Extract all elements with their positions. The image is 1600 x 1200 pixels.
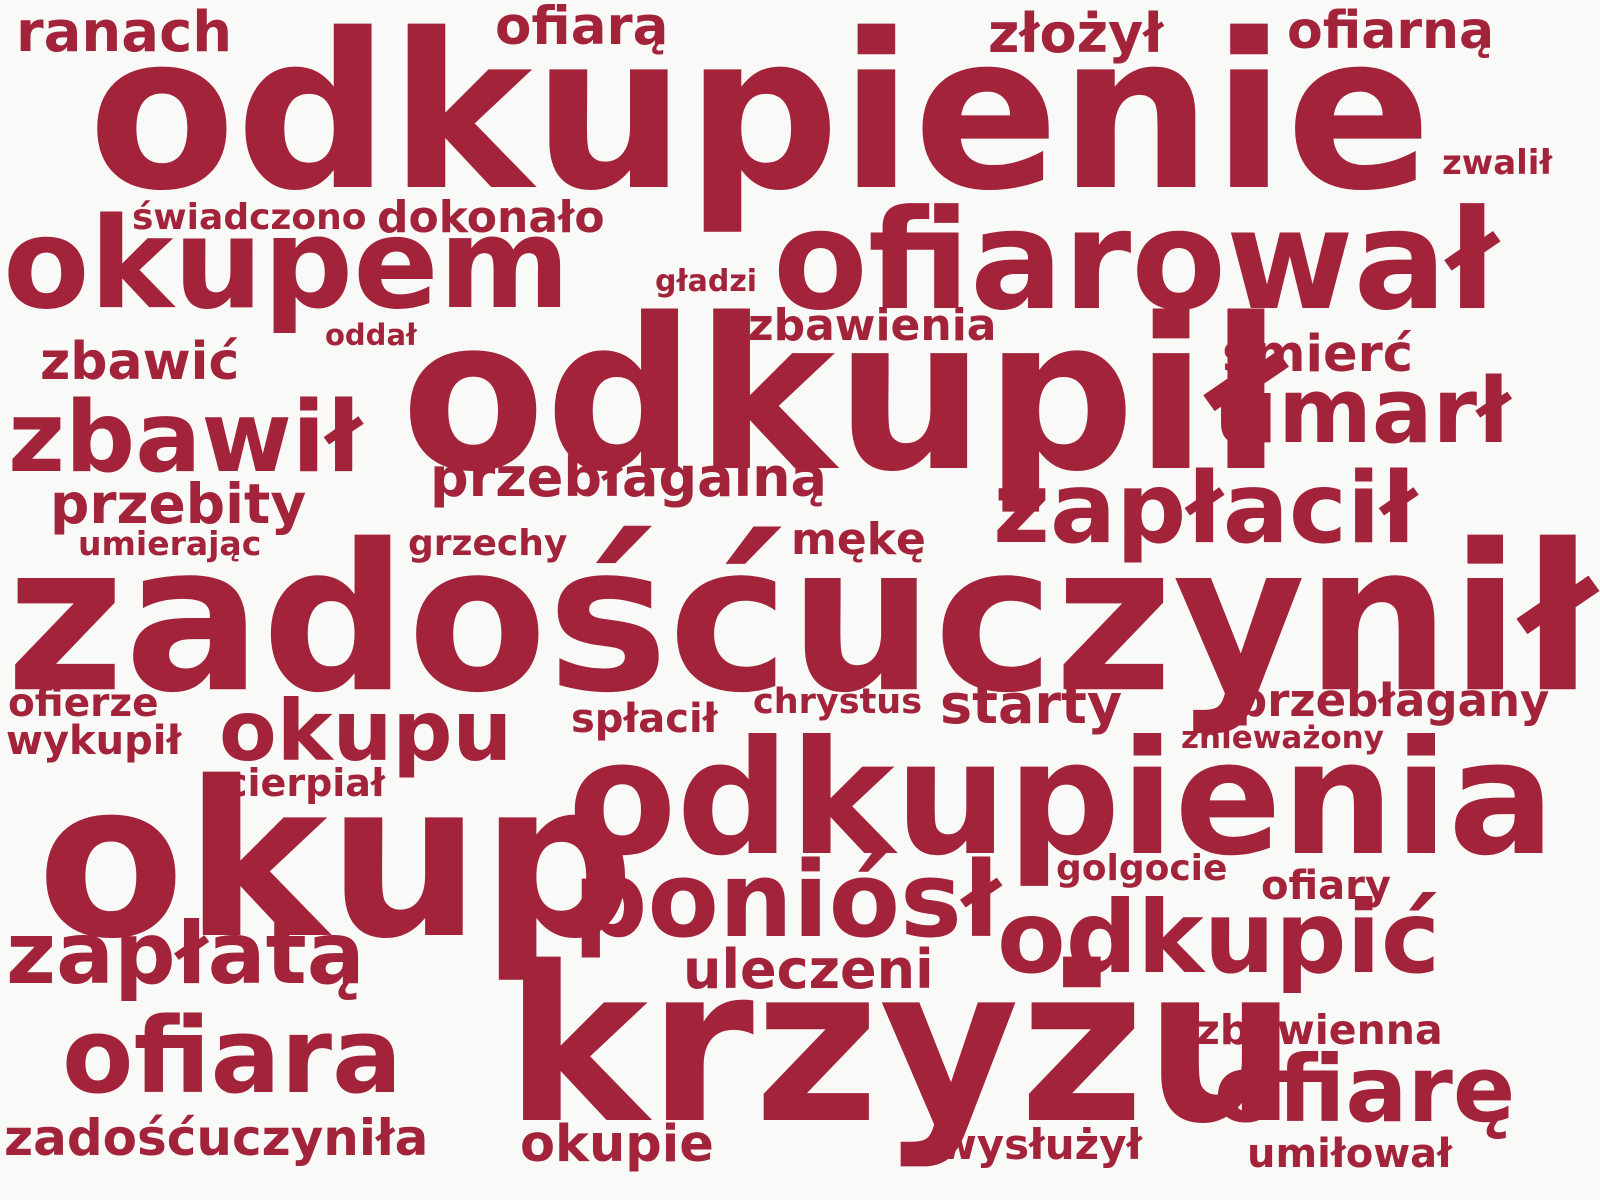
word-oddal: oddał: [325, 318, 417, 352]
word-zbawil: zbawił: [8, 381, 362, 495]
word-starty: starty: [940, 673, 1123, 736]
word-przeblagany: przebłagany: [1235, 674, 1550, 727]
word-zlozyl: złożył: [988, 2, 1164, 65]
word-okup: okup: [37, 735, 635, 986]
word-splacil: spłacił: [571, 696, 718, 742]
word-ofiarna: ofiarną: [1287, 1, 1495, 61]
word-zadoscuczynila: zadośćuczyniła: [4, 1109, 429, 1167]
word-ofierze: ofierze: [8, 681, 159, 726]
word-odkupienie: odkupienie: [88, 0, 1432, 238]
word-gladzi: gładzi: [655, 264, 758, 299]
word-przebity: przebity: [50, 472, 307, 536]
word-umarl: umarł: [1214, 359, 1511, 464]
word-krzyzu: krzyżu: [505, 920, 1298, 1171]
word-odkupienia: odkupienia: [568, 707, 1555, 891]
word-smierc: śmierć: [1222, 325, 1413, 384]
word-ofiara: ofiara: [62, 995, 403, 1117]
word-ofiarowal: ofiarował: [773, 180, 1498, 341]
word-ranach: ranach: [16, 0, 233, 65]
word-zbawic: zbawić: [40, 332, 240, 392]
word-wysluzyl: wysłużył: [938, 1120, 1143, 1169]
word-okupie: okupie: [520, 1115, 714, 1174]
word-zwalil: zwalił: [1442, 143, 1553, 183]
word-golgocie: golgocie: [1056, 848, 1228, 889]
word-uleczeni: uleczeni: [683, 938, 934, 1001]
word-przeblagalna: przebłagalną: [430, 446, 827, 509]
word-zaplacil: zapłacił: [993, 452, 1417, 566]
word-odkupil: odkupił: [401, 273, 1285, 518]
word-okupu: okupu: [219, 682, 513, 780]
word-grzechy: grzechy: [408, 523, 568, 564]
word-okupem: okupem: [3, 190, 570, 337]
word-ofiary: ofiary: [1261, 863, 1391, 909]
word-meke: mękę: [791, 514, 926, 565]
word-umilowal: umiłował: [1247, 1131, 1452, 1177]
word-chrystus: chrystus: [753, 682, 923, 722]
word-dokonalo: dokonało: [377, 192, 605, 243]
word-zniewazony: znieważony: [1181, 720, 1384, 756]
word-zaplata: zapłatą: [6, 904, 365, 1004]
word-swiadczono: świadczono: [132, 197, 367, 238]
word-odkupic: odkupić: [997, 879, 1441, 996]
word-ofiare: ofiarę: [1214, 1036, 1516, 1143]
word-zbawienna: zbawienna: [1196, 1006, 1443, 1054]
word-wykupil: wykupił: [6, 718, 182, 764]
word-cierpial: cierpiał: [225, 761, 386, 805]
word-zadoscuczynil: zadośćuczynił: [6, 499, 1596, 738]
word-poniosl: poniósł: [573, 839, 1001, 961]
word-umierajac: umierając: [78, 524, 262, 563]
word-ofiara-2: ofiarą: [495, 0, 669, 57]
word-zbawienia: zbawienia: [748, 300, 997, 351]
